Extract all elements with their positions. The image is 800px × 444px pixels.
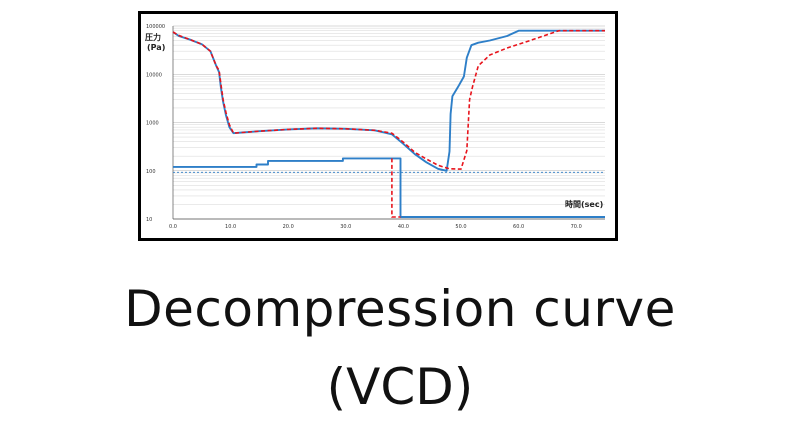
y-tick-label: 100000	[146, 24, 165, 30]
y-tick-label: 100	[146, 169, 156, 175]
chart-ticks: 0.0 10.0 20.0 30.0 40.0 50.0 60.0 70.0 100000 100…	[146, 24, 582, 230]
x-tick-label: 20.0	[283, 224, 294, 230]
y-axis-title-line2: (Pa)	[147, 43, 165, 52]
chart-frame: 0.0 10.0 20.0 30.0 40.0 50.0 60.0 70.0 100000 100…	[138, 11, 618, 241]
x-tick-label: 60.0	[513, 224, 524, 230]
series-line-3	[173, 157, 605, 218]
x-tick-label: 0.0	[169, 224, 177, 230]
x-tick-label: 50.0	[455, 224, 466, 230]
x-tick-label: 30.0	[340, 224, 351, 230]
series-line-4	[391, 158, 401, 218]
x-tick-label: 70.0	[571, 224, 582, 230]
y-tick-label: 10	[146, 217, 152, 223]
y-tick-label: 10000	[146, 72, 162, 78]
x-tick-label: 10.0	[225, 224, 236, 230]
caption-title: Decompression curve	[124, 280, 676, 338]
chart-series	[172, 29, 605, 218]
x-tick-label: 40.0	[398, 224, 409, 230]
series-line-2	[172, 29, 605, 170]
y-tick-label: 1000	[146, 121, 159, 127]
pressure-time-chart: 0.0 10.0 20.0 30.0 40.0 50.0 60.0 70.0 100000 100…	[145, 24, 605, 230]
series-line-1	[172, 29, 605, 172]
caption-subtitle: (VCD)	[326, 358, 474, 416]
chart-grid	[172, 25, 605, 220]
x-axis-title: 時間(sec)	[565, 199, 603, 209]
y-axis-title-line1: 圧力	[145, 32, 161, 42]
